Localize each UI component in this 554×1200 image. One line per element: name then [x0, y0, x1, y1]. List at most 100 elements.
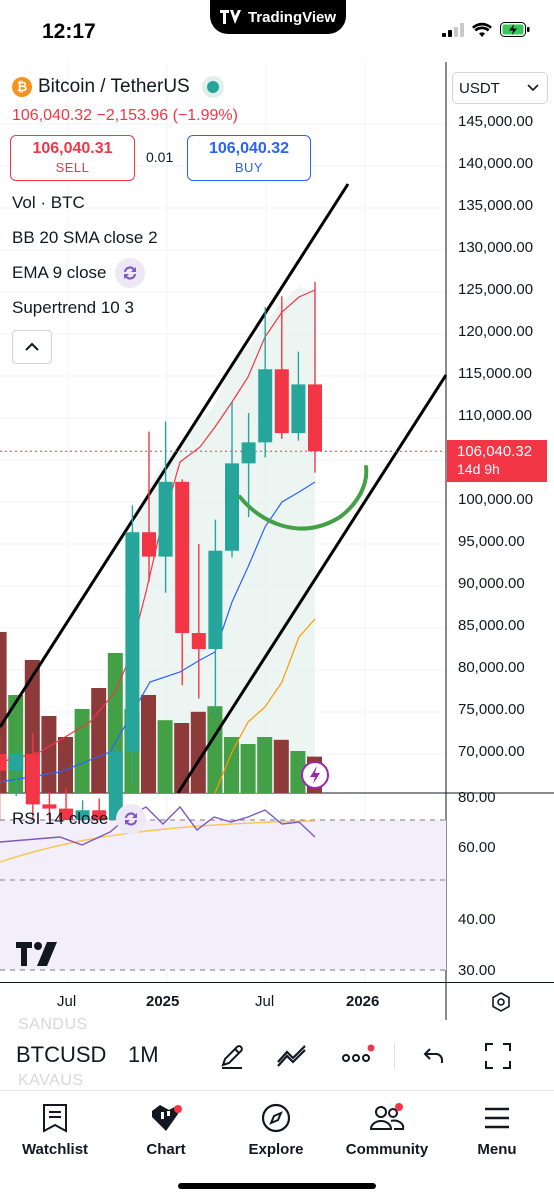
bar-countdown: 14d 9h	[457, 461, 500, 477]
market-status-icon[interactable]	[201, 76, 224, 98]
lightning-icon	[310, 766, 320, 784]
tab-explore[interactable]: Explore	[226, 1099, 326, 1158]
volume-bar	[141, 695, 156, 793]
pencil-icon	[221, 1045, 243, 1069]
indicator-supertrend[interactable]: Supertrend 10 3	[12, 298, 134, 318]
price-tick: 70,000.00	[458, 743, 525, 760]
buy-button[interactable]: 106,040.32 BUY	[187, 135, 311, 181]
candle-body	[291, 384, 306, 434]
candle-body	[308, 384, 322, 452]
rsi-tick: 30.00	[458, 962, 496, 979]
indicators-button[interactable]	[274, 1038, 310, 1074]
candle-body	[42, 804, 57, 809]
more-dots-icon	[342, 1044, 375, 1062]
community-icon	[369, 1103, 405, 1130]
time-axis[interactable]: Jul 2025 Jul 2026	[0, 982, 554, 1022]
rsi-tick: 60.00	[458, 839, 496, 856]
menu-icon	[485, 1107, 509, 1129]
tab-label: Chart	[146, 1141, 186, 1158]
last-price: 106,040.32	[12, 107, 93, 124]
price-tick: 110,000.00	[458, 407, 532, 424]
chart-icon	[152, 1105, 182, 1131]
sync-icon[interactable]	[116, 804, 147, 834]
price-tick: 130,000.00	[458, 239, 534, 256]
price-tick: 115,000.00	[458, 365, 532, 382]
price-tick: 100,000.00	[458, 491, 534, 508]
price-tick: 145,000.00	[458, 113, 534, 130]
status-bar: 12:17 TradingView	[0, 0, 554, 62]
rsi-indicator[interactable]: RSI 14 close	[12, 804, 147, 834]
tab-label: Watchlist	[21, 1141, 89, 1158]
candle-body	[142, 532, 156, 557]
quote-line: 106,040.32 −2,153.96 (−1.99%)	[12, 107, 238, 125]
tab-label: Menu	[477, 1141, 517, 1158]
bollinger-lower-line	[214, 618, 316, 794]
candle-body	[9, 754, 24, 771]
symbol-header[interactable]: ₿ Bitcoin / TetherUS	[12, 76, 224, 98]
ghost-symbol-above: SANDUS	[18, 1016, 88, 1033]
candle-body	[225, 463, 239, 551]
candle-body	[25, 754, 40, 805]
undo-button[interactable]	[416, 1038, 452, 1074]
currency-select[interactable]: USDT	[452, 72, 548, 104]
price-tick: 135,000.00	[458, 197, 534, 214]
tab-community[interactable]: Community	[337, 1099, 437, 1158]
volume-bar	[91, 688, 107, 793]
currency-value: USDT	[459, 79, 500, 97]
time-tick: Jul	[255, 993, 275, 1010]
indicator-ema[interactable]: EMA 9 close	[12, 258, 145, 288]
rsi-band-fill	[0, 820, 446, 970]
volume-bar	[290, 751, 306, 793]
indicator-label: Vol · BTC	[12, 193, 85, 212]
volume-bar	[257, 737, 273, 793]
collapse-indicators-button[interactable]	[12, 330, 52, 364]
symbol-name[interactable]: Bitcoin / TetherUS	[38, 76, 190, 97]
price-tick: 75,000.00	[458, 701, 525, 718]
symbol-button[interactable]: BTCUSD	[16, 1042, 107, 1067]
sell-button[interactable]: 106,040.31 SELL	[10, 135, 135, 181]
sync-icon[interactable]	[114, 258, 145, 288]
price-tick: 120,000.00	[458, 323, 534, 340]
candle-body	[158, 481, 173, 557]
ghost-symbol-below: KAVAUS	[18, 1072, 84, 1089]
signal-icon	[442, 22, 464, 37]
badge-label: TradingView	[247, 8, 337, 26]
tab-menu[interactable]: Menu	[447, 1099, 547, 1158]
price-tick: 140,000.00	[458, 155, 534, 172]
chart-area[interactable]: ₿ Bitcoin / TetherUS 106,040.32 −2,153.9…	[0, 62, 554, 1020]
draw-tool-button[interactable]	[214, 1038, 250, 1074]
volume-bar	[240, 744, 256, 793]
indicator-volume[interactable]: Vol · BTC	[12, 193, 85, 213]
volume-bar	[58, 737, 73, 793]
chart-settings-icon[interactable]	[490, 991, 512, 1018]
drawn-curve-annotation	[238, 465, 369, 531]
bitcoin-logo-icon: ₿	[12, 77, 32, 97]
candle-body	[0, 754, 7, 771]
price-change: −2,153.96	[96, 107, 169, 124]
candle-body	[208, 550, 223, 649]
price-chart[interactable]	[0, 62, 554, 1020]
tab-chart[interactable]: Chart	[116, 1099, 216, 1158]
fullscreen-button[interactable]	[480, 1038, 516, 1074]
more-button[interactable]	[340, 1038, 376, 1074]
volume-bar	[41, 716, 57, 793]
tradingview-badge: TradingView	[210, 0, 346, 34]
tradingview-logo-icon	[219, 10, 241, 24]
price-tick: 85,000.00	[458, 617, 525, 634]
rsi-line	[0, 805, 316, 846]
interval-button[interactable]: 1M	[128, 1042, 159, 1067]
volume-bar	[74, 709, 90, 793]
home-indicator	[178, 1183, 376, 1189]
volume-bar	[157, 720, 173, 793]
indicator-bollinger[interactable]: BB 20 SMA close 2	[12, 228, 158, 248]
price-change-pct: (−1.99%)	[172, 107, 238, 124]
price-tick: 80,000.00	[458, 659, 525, 676]
status-time: 12:17	[42, 20, 96, 43]
fullscreen-icon	[485, 1043, 511, 1069]
channel-upper-line	[0, 183, 350, 728]
volume-bar	[190, 711, 206, 793]
rsi-tick: 40.00	[458, 911, 496, 928]
time-tick: 2025	[146, 993, 180, 1010]
compass-icon	[261, 1103, 291, 1133]
tab-watchlist[interactable]: Watchlist	[5, 1099, 105, 1158]
